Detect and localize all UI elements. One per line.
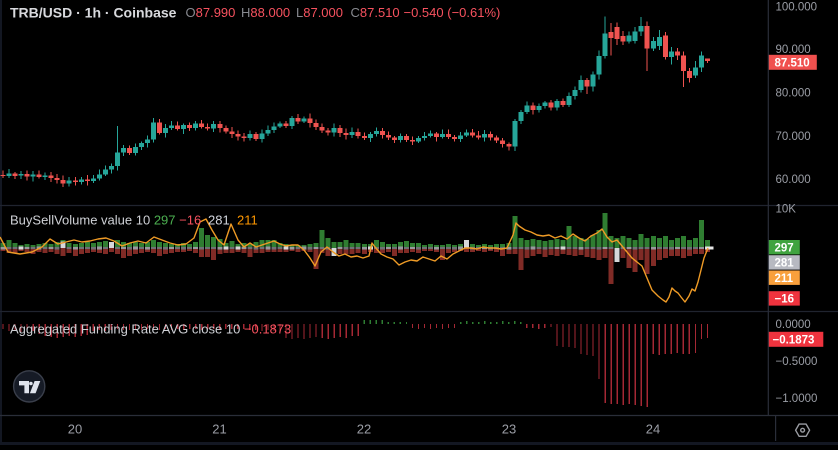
svg-text:70.000: 70.000 [776, 131, 811, 143]
svg-text:BuySellVolume value 10 297 −16: BuySellVolume value 10 297 −16 281 211 [10, 213, 258, 228]
svg-text:90.000: 90.000 [776, 44, 811, 56]
svg-text:0.0000: 0.0000 [776, 319, 811, 331]
svg-text:80.000: 80.000 [776, 88, 811, 100]
svg-text:87.510: 87.510 [775, 58, 810, 70]
svg-text:100.000: 100.000 [776, 2, 818, 14]
svg-text:297: 297 [775, 242, 794, 254]
svg-text:20: 20 [68, 422, 82, 437]
svg-text:10K: 10K [776, 204, 797, 216]
svg-text:24: 24 [646, 422, 660, 437]
svg-text:−0.1873: −0.1873 [773, 335, 815, 347]
svg-text:60.000: 60.000 [776, 174, 811, 186]
svg-text:TRB/USD · 1h · Coinbase: TRB/USD · 1h · Coinbase [10, 5, 177, 21]
svg-text:21: 21 [212, 422, 226, 437]
svg-text:−0.5000: −0.5000 [776, 356, 818, 368]
svg-text:23: 23 [502, 422, 516, 437]
svg-text:Aggregated Funding Rate AVG cl: Aggregated Funding Rate AVG close 10 −0.… [10, 322, 291, 337]
svg-text:−1.0000: −1.0000 [776, 393, 818, 405]
svg-text:−16: −16 [775, 294, 795, 306]
svg-text:22: 22 [357, 422, 371, 437]
svg-text:281: 281 [775, 258, 795, 270]
svg-text:211: 211 [775, 273, 794, 285]
